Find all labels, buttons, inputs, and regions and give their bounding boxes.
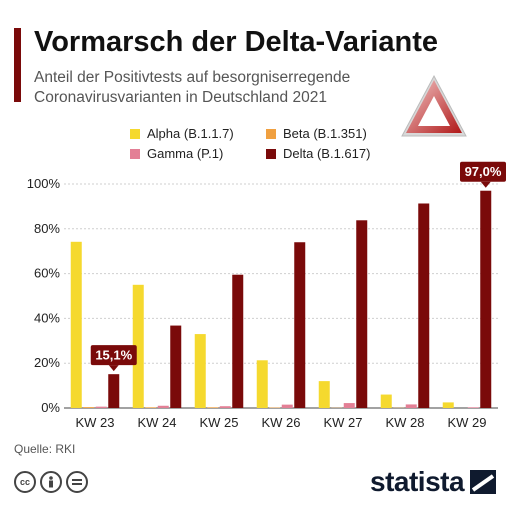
- bar-delta-kw29: [480, 190, 492, 408]
- value-callout: 97,0%: [460, 161, 506, 188]
- chart-subtitle: Anteil der Positivtests auf besorgniserr…: [34, 69, 351, 106]
- legend-label-delta: Delta (B.1.617): [283, 146, 371, 161]
- bar-delta-kw24: [170, 325, 182, 408]
- legend-label-beta: Beta (B.1.351): [283, 126, 367, 141]
- bar-delta-kw26: [294, 242, 306, 408]
- x-tick-label: KW 23: [75, 415, 114, 430]
- x-tick-label: KW 27: [323, 415, 362, 430]
- y-tick-label: 60%: [34, 266, 60, 281]
- legend-swatch-delta: [266, 148, 276, 159]
- legend-item-gamma: Gamma (P.1): [130, 146, 223, 161]
- legend-item-beta: Beta (B.1.351): [266, 126, 367, 141]
- bar-beta-kw23: [83, 407, 95, 408]
- statista-logo-icon: [470, 470, 497, 494]
- bar-delta-kw27: [356, 220, 368, 408]
- legend-label-gamma: Gamma (P.1): [147, 146, 224, 161]
- legend-swatch-alpha: [130, 128, 140, 139]
- y-tick-label: 20%: [34, 355, 60, 370]
- bar-alpha-kw24: [132, 284, 144, 408]
- legend-swatch-beta: [266, 128, 276, 139]
- chart-title: Vormarsch der Delta-Variante: [34, 26, 439, 58]
- license-icons: cc: [14, 471, 88, 493]
- value-callout-pointer: [108, 365, 119, 372]
- value-callout-box: [460, 161, 506, 182]
- source-note: Quelle: RKI: [14, 442, 76, 456]
- bar-delta-kw23: [108, 374, 120, 408]
- x-tick-label: KW 25: [199, 415, 238, 430]
- bar-alpha-kw25: [194, 334, 206, 408]
- x-tick-label: KW 29: [447, 415, 486, 430]
- x-tick-label: KW 26: [261, 415, 300, 430]
- bar-gamma-kw26: [281, 404, 293, 408]
- y-tick-label: 0%: [41, 400, 60, 415]
- bar-beta-kw24: [145, 407, 157, 408]
- cc-icon[interactable]: cc: [14, 471, 36, 493]
- bar-delta-kw28: [418, 203, 430, 408]
- x-tick-label: KW 28: [385, 415, 424, 430]
- bar-alpha-kw23: [70, 241, 82, 408]
- legend-item-alpha: Alpha (B.1.1.7): [130, 126, 234, 141]
- bar-beta-kw25: [207, 407, 219, 408]
- value-callout-pointer: [480, 181, 491, 188]
- bar-alpha-kw28: [380, 394, 392, 408]
- legend-swatch-gamma: [130, 148, 140, 159]
- legend-item-delta: Delta (B.1.617): [266, 146, 370, 161]
- title-accent-bar: [14, 28, 21, 102]
- value-callout-label: 15,1%: [95, 348, 132, 363]
- y-tick-label: 40%: [34, 310, 60, 325]
- bar-alpha-kw26: [256, 360, 268, 408]
- bar-gamma-kw27: [343, 403, 355, 408]
- bar-gamma-kw28: [405, 404, 417, 408]
- value-callout-box: [90, 345, 137, 366]
- bar-gamma-kw29: [467, 407, 479, 408]
- bar-gamma-kw24: [157, 405, 169, 408]
- value-callout: 15,1%: [90, 345, 137, 372]
- statista-brand[interactable]: statista: [370, 466, 497, 498]
- x-tick-label: KW 24: [137, 415, 176, 430]
- y-tick-label: 100%: [27, 176, 61, 191]
- bar-delta-kw25: [232, 274, 244, 408]
- y-tick-label: 80%: [34, 221, 60, 236]
- warning-triangle-icon: [398, 72, 470, 147]
- bar-gamma-kw23: [95, 406, 107, 408]
- legend-label-alpha: Alpha (B.1.1.7): [147, 126, 234, 141]
- value-callout-label: 97,0%: [465, 164, 502, 179]
- by-icon[interactable]: [40, 471, 62, 493]
- bar-alpha-kw29: [442, 402, 454, 408]
- brand-name: statista: [370, 466, 465, 497]
- bar-alpha-kw27: [318, 381, 330, 408]
- nd-icon[interactable]: [66, 471, 88, 493]
- bar-gamma-kw25: [219, 406, 231, 408]
